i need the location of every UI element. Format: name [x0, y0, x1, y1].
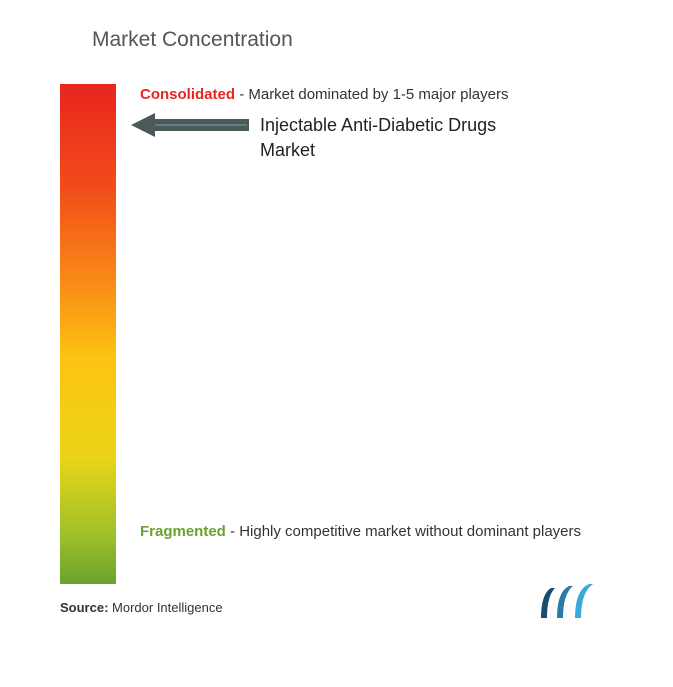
source-label: Source:: [60, 600, 108, 615]
fragmented-label-row: Fragmented - Highly competitive market w…: [140, 520, 620, 544]
fragmented-label: Fragmented: [140, 523, 226, 540]
concentration-gradient-bar: [60, 84, 116, 584]
consolidated-label: Consolidated: [140, 86, 235, 103]
fragmented-description: - Highly competitive market without domi…: [230, 523, 581, 540]
consolidated-label-row: Consolidated - Market dominated by 1-5 m…: [140, 86, 508, 103]
source-attribution: Source: Mordor Intelligence: [60, 600, 223, 615]
page-title: Market Concentration: [92, 28, 293, 52]
mordor-logo-icon: [539, 584, 595, 625]
market-position-arrow: [131, 113, 249, 142]
source-value: Mordor Intelligence: [112, 600, 223, 615]
market-name-label: Injectable Anti-Diabetic Drugs Market: [260, 113, 520, 163]
consolidated-description: - Market dominated by 1-5 major players: [239, 86, 508, 103]
